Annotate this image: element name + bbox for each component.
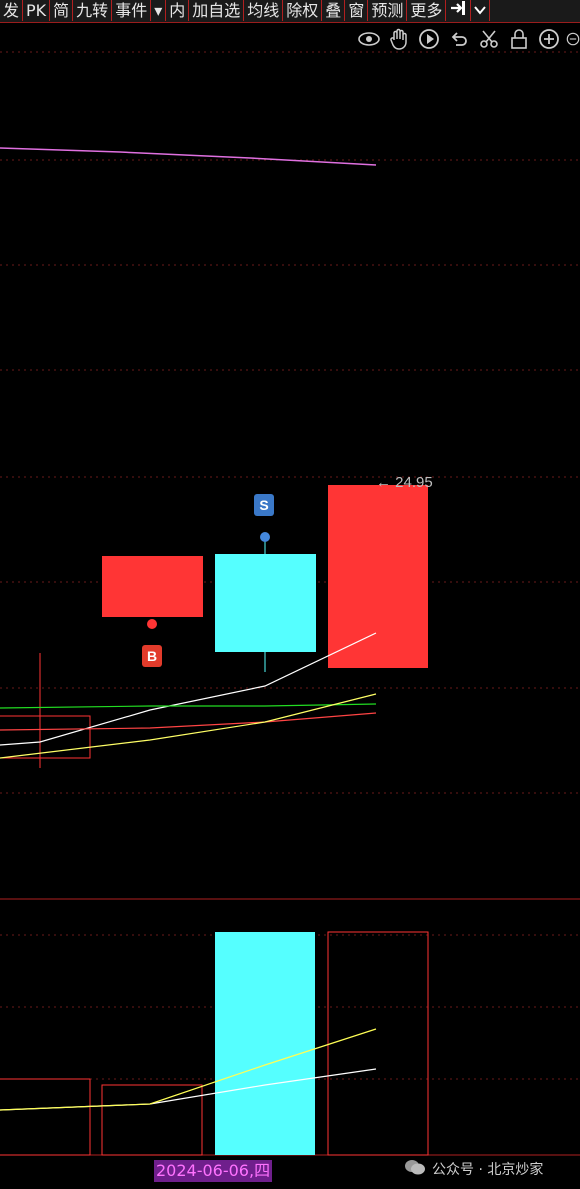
toolbar-item-7[interactable]: 加自选 — [189, 0, 245, 21]
undo-icon[interactable] — [446, 26, 472, 52]
toolbar-item-6[interactable]: 内 — [166, 0, 190, 21]
eye-icon[interactable] — [356, 26, 382, 52]
toolbar-item-9[interactable]: 除权 — [283, 0, 323, 21]
vol-ma-white — [0, 1068, 377, 1111]
ma10-line — [0, 693, 377, 759]
toolbar-item-1[interactable]: PK — [23, 0, 51, 21]
lock-icon[interactable] — [506, 26, 532, 52]
sell-marker-dot — [260, 532, 270, 542]
candle-1 — [102, 556, 203, 617]
watermark-text: 公众号 · 北京炒家 — [432, 1162, 544, 1178]
buy-marker-dot — [147, 619, 157, 629]
current-price-label: ← 24.95 — [376, 474, 433, 491]
toolbar-item-5[interactable]: ▾ — [151, 0, 167, 21]
zoom-in-icon[interactable] — [536, 26, 562, 52]
volume-bar-2 — [215, 932, 315, 1155]
buy-marker: B — [142, 645, 162, 667]
volume-bar-3 — [327, 931, 429, 1156]
toolbar-item-4[interactable]: 事件 — [112, 0, 152, 21]
zoom-out-icon[interactable] — [566, 26, 580, 52]
toolbar-item-2[interactable]: 简 — [50, 0, 74, 21]
wechat-icon — [404, 1158, 426, 1180]
chart-icon-bar — [356, 26, 580, 54]
candle-2 — [215, 554, 316, 652]
candle-3 — [328, 485, 428, 668]
scissors-icon[interactable] — [476, 26, 502, 52]
watermark: 公众号 · 北京炒家 — [404, 1157, 543, 1181]
ma20-line — [0, 703, 377, 709]
ma-line-purple — [0, 147, 377, 166]
exit-icon[interactable] — [446, 0, 472, 21]
candle-prev — [0, 715, 91, 759]
toolbar-item-8[interactable]: 均线 — [244, 0, 284, 21]
hand-icon[interactable] — [386, 26, 412, 52]
play-icon[interactable] — [416, 26, 442, 52]
volume-bar-1 — [101, 1084, 203, 1156]
vol-ma-yellow — [0, 1028, 377, 1111]
sell-marker: S — [254, 494, 274, 516]
volume-bar-prev — [0, 1078, 91, 1156]
top-toolbar: 发 PK 简九转 事件 ▾ 内加自选 均线 除权叠窗预测 更多 — [0, 0, 580, 23]
toolbar-item-0[interactable]: 发 — [0, 0, 24, 21]
toolbar-item-10[interactable]: 叠 — [322, 0, 346, 21]
crosshair-date-label: 2024-06-06,四 — [154, 1160, 273, 1182]
toolbar-item-13[interactable]: 更多 — [407, 0, 447, 21]
toolbar-item-12[interactable]: 预测 — [368, 0, 408, 21]
toolbar-item-3[interactable]: 九转 — [73, 0, 113, 21]
chevron-down-icon[interactable] — [471, 0, 491, 21]
toolbar-item-11[interactable]: 窗 — [345, 0, 369, 21]
ma60-line — [0, 712, 377, 731]
ma5-line — [0, 632, 377, 746]
